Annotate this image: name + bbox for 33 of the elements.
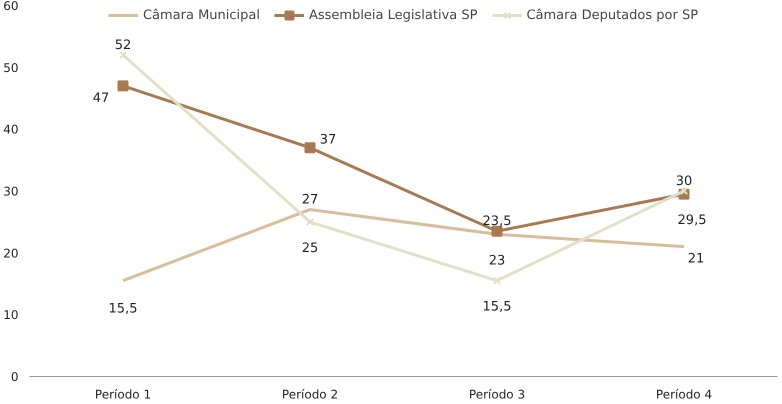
data-label: 27 xyxy=(302,192,318,208)
x-tick-label: Período 4 xyxy=(656,388,712,402)
data-label: 30 xyxy=(676,174,692,189)
y-tick-label: 60 xyxy=(3,0,19,13)
legend-label: Assembleia Legislativa SP xyxy=(308,8,478,22)
y-tick-label: 10 xyxy=(3,308,19,322)
point xyxy=(118,80,128,92)
point xyxy=(306,218,314,226)
data-label: 52 xyxy=(114,38,132,53)
point xyxy=(492,226,502,237)
x-tick-label: Período 3 xyxy=(468,388,526,402)
y-tick-label: 0 xyxy=(10,370,19,384)
data-label: 47 xyxy=(92,90,110,106)
legend-label: Câmara Deputados por SP xyxy=(526,8,698,22)
point xyxy=(304,142,316,154)
point xyxy=(492,276,502,285)
x-tick-label: Período 1 xyxy=(94,388,152,402)
y-tick-label: 40 xyxy=(3,122,19,137)
data-label: 23 xyxy=(488,253,506,268)
data-label: 29,5 xyxy=(678,213,706,228)
data-label: 21 xyxy=(688,252,704,267)
data-label: 23,5 xyxy=(482,214,512,230)
data-label: 25 xyxy=(302,240,318,256)
y-tick-label: 50 xyxy=(3,60,19,75)
y-tick-label: 20 xyxy=(3,246,19,260)
data-label: 15,5 xyxy=(108,302,138,317)
data-label: 37 xyxy=(320,132,336,148)
x-tick-label: Período 2 xyxy=(282,388,338,402)
data-label: 15,5 xyxy=(482,300,512,315)
legend-label: Câmara Municipal xyxy=(142,8,260,22)
point xyxy=(680,186,688,196)
y-tick-label: 30 xyxy=(3,184,19,198)
point xyxy=(118,50,128,60)
